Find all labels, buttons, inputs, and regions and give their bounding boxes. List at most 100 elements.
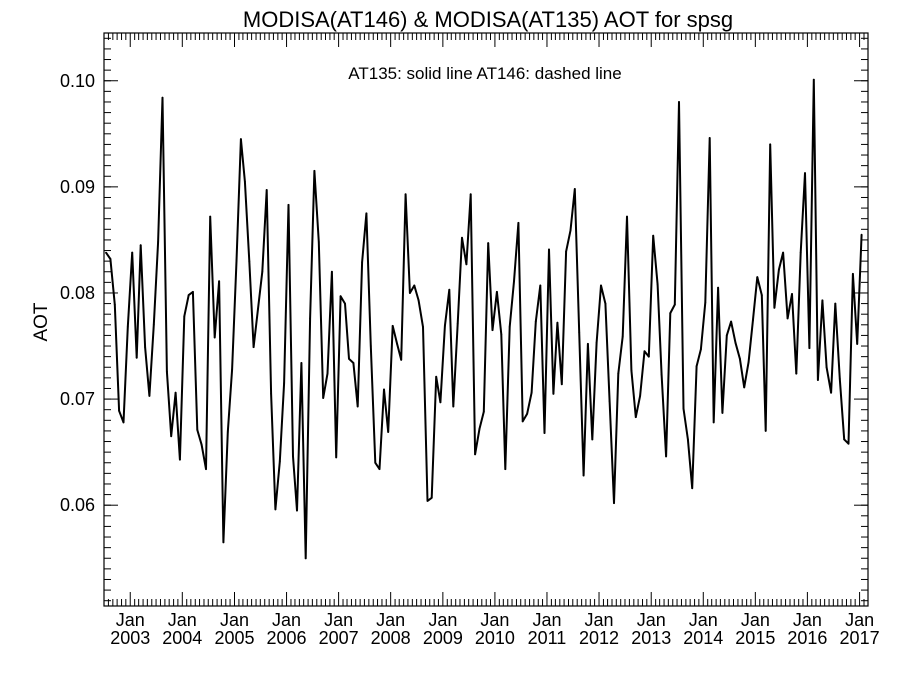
x-tick-month-label: Jan	[637, 610, 666, 630]
data-point	[157, 241, 160, 243]
data-point	[240, 138, 242, 141]
data-point	[383, 388, 385, 391]
data-point	[213, 336, 216, 339]
data-point	[300, 362, 303, 364]
y-tick-label: 0.08	[60, 283, 95, 303]
data-point	[205, 468, 207, 470]
data-point	[504, 468, 507, 470]
data-point	[756, 276, 759, 278]
data-point	[613, 502, 615, 504]
data-point	[465, 263, 468, 266]
data-point	[448, 288, 451, 291]
data-point	[856, 343, 859, 345]
data-point	[808, 347, 811, 349]
data-point	[126, 326, 129, 328]
x-tick-year-label: 2014	[683, 628, 723, 648]
x-tick-year-label: 2008	[371, 628, 411, 648]
data-point	[161, 96, 164, 99]
data-point	[543, 432, 546, 434]
data-point	[752, 319, 754, 322]
data-point	[786, 317, 789, 320]
data-point	[231, 368, 234, 371]
data-point	[352, 362, 355, 364]
data-point	[261, 270, 264, 273]
data-point	[456, 322, 459, 325]
data-point	[548, 248, 550, 251]
data-point	[105, 251, 107, 254]
data-point	[804, 172, 806, 175]
data-point	[634, 416, 637, 418]
x-tick-month-label: Jan	[585, 610, 614, 630]
x-tick-month-label: Jan	[741, 610, 770, 630]
data-point	[652, 234, 655, 237]
data-point	[578, 331, 581, 334]
data-point	[678, 101, 680, 103]
data-point	[378, 468, 381, 470]
data-point	[639, 395, 641, 397]
data-point	[209, 215, 212, 218]
y-tick-label: 0.06	[60, 495, 95, 515]
data-point	[687, 438, 689, 441]
data-point	[439, 401, 442, 404]
data-point	[270, 392, 272, 395]
x-tick-year-label: 2013	[631, 628, 671, 648]
data-point	[682, 407, 685, 410]
data-point	[296, 509, 298, 512]
data-point	[847, 442, 850, 445]
data-point	[530, 391, 533, 394]
data-point	[326, 372, 329, 375]
series-layer	[105, 78, 863, 560]
data-point	[730, 320, 732, 323]
axes-layer: 0.060.070.080.090.10Jan2003Jan2004Jan200…	[60, 33, 880, 648]
data-point	[582, 474, 585, 477]
data-point	[118, 409, 120, 412]
chart-title: MODISA(AT146) & MODISA(AT135) AOT for sp…	[243, 7, 733, 32]
x-tick-year-label: 2004	[162, 628, 202, 648]
data-point	[830, 391, 832, 394]
data-point	[860, 233, 863, 236]
x-tick-year-label: 2006	[267, 628, 307, 648]
data-point	[174, 391, 177, 394]
data-point	[608, 400, 611, 403]
x-tick-month-label: Jan	[272, 610, 301, 630]
data-point	[773, 306, 776, 309]
x-tick-month-label: Jan	[168, 610, 197, 630]
x-tick-month-label: Jan	[220, 610, 249, 630]
data-point	[200, 443, 203, 446]
data-point	[274, 508, 277, 511]
data-point	[387, 431, 390, 433]
data-point	[712, 421, 715, 424]
data-point	[569, 229, 572, 232]
data-point	[322, 397, 325, 399]
x-tick-year-label: 2003	[110, 628, 150, 648]
line-style-annotation: AT135: solid line AT146: dashed line	[348, 64, 621, 83]
x-tick-month-label: Jan	[116, 610, 145, 630]
data-point	[496, 291, 498, 293]
data-point	[135, 356, 138, 359]
data-point	[170, 435, 173, 438]
data-point	[356, 405, 359, 408]
x-tick-month-label: Jan	[532, 610, 561, 630]
data-point	[226, 431, 229, 433]
data-point	[348, 357, 350, 360]
data-point	[435, 375, 438, 378]
data-point	[469, 193, 472, 196]
data-point	[244, 180, 246, 183]
data-point	[700, 348, 702, 351]
data-point	[725, 334, 728, 337]
data-point	[482, 410, 485, 413]
data-point	[361, 261, 363, 264]
data-point	[600, 284, 602, 287]
x-tick-year-label: 2015	[735, 628, 775, 648]
data-point	[248, 260, 251, 262]
data-point	[595, 341, 598, 344]
x-tick-year-label: 2010	[475, 628, 515, 648]
data-point	[309, 317, 311, 320]
data-point	[287, 204, 290, 206]
x-tick-year-label: 2011	[528, 628, 567, 648]
data-point	[404, 193, 407, 196]
data-point	[500, 333, 503, 336]
data-point	[192, 291, 194, 293]
data-point	[630, 369, 633, 372]
